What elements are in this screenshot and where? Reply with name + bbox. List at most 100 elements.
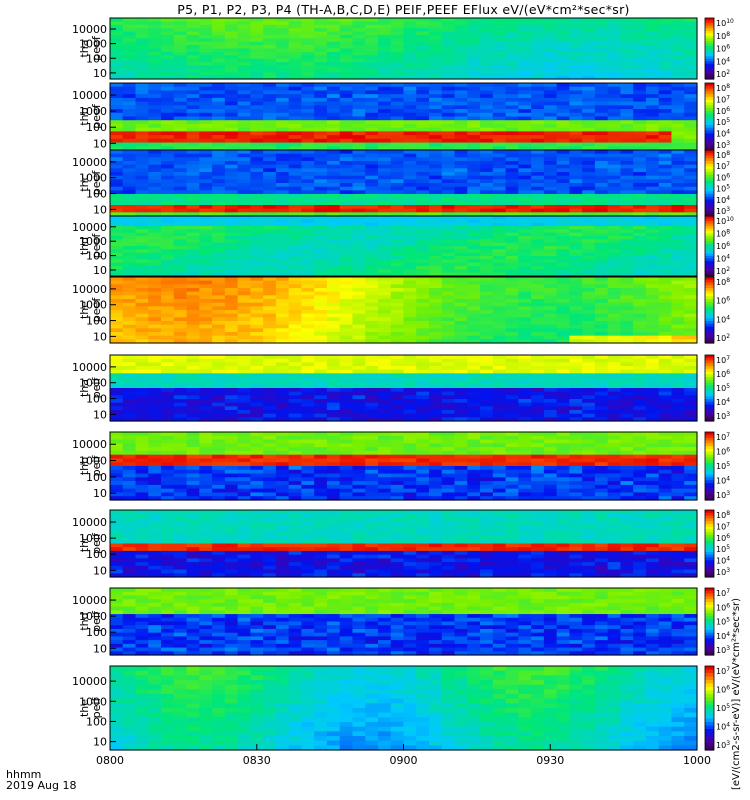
panel-thb-peif: 10 100 1000 10000 thb peif 107 106 105 104 103: [72, 431, 730, 501]
colorbar-tick-label: 102: [716, 266, 730, 276]
colorbar-tick-label: 104: [716, 631, 730, 641]
y-tick-label: 100: [86, 188, 107, 201]
panel-label-probe: thc: [78, 174, 91, 191]
colorbar-tick-label: 104: [716, 254, 730, 264]
y-tick-label: 10000: [72, 221, 107, 234]
panel-label: thc peef: [78, 170, 103, 196]
panel-label: tha peef: [78, 35, 103, 61]
y-tick-label: 1000: [79, 38, 107, 51]
panel-frame: [109, 17, 698, 80]
colorbar: 107 106 105 104 103: [704, 354, 730, 422]
colorbar-tick-label: 104: [716, 129, 730, 139]
y-tick-label: 10000: [72, 516, 107, 529]
colorbar-tick-label: 106: [716, 533, 730, 543]
y-tick-label: 100: [86, 548, 107, 561]
colorbar-tick-label: 107: [716, 588, 730, 598]
y-tick-label: 1000: [79, 235, 107, 248]
colorbar-tick-label: 104: [716, 314, 730, 324]
panel-label-probe: thd: [78, 237, 91, 255]
colorbar-tick-label: 105: [716, 461, 730, 471]
colorbar-unit-label: [eV/(cm2-s-sr-eV)] eV/(eV*cm²*sec*sr): [731, 597, 742, 790]
colorbar-tick-label: 106: [716, 296, 730, 306]
colorbar-tick-label: 104: [716, 556, 730, 566]
colorbar-tick-label: 104: [716, 476, 730, 486]
colorbar-tick-label: 106: [716, 447, 730, 457]
panel-the-peif: 10 100 1000 10000 the peif 107 106 105 104 103: [72, 665, 730, 751]
colorbar-tick-label: 104: [716, 195, 730, 205]
y-tick-label: 10: [93, 203, 107, 216]
colorbar-tick-label: 107: [716, 94, 730, 104]
panel-label-probe: the: [78, 301, 91, 319]
panel-label-product: peif: [90, 697, 103, 719]
colorbar-tick-label: 106: [716, 241, 730, 251]
colorbar-tick-label: 105: [716, 117, 730, 127]
y-tick-label: 100: [86, 121, 107, 134]
colorbar-tick-label: 102: [716, 69, 730, 79]
x-tick-label: 0930: [536, 754, 564, 767]
colorbar-tick-label: 103: [716, 490, 730, 500]
panel-label-product: peef: [90, 233, 103, 259]
y-tick-label: 10: [93, 137, 107, 150]
y-tick-label: 1000: [79, 695, 107, 708]
y-tick-label: 100: [86, 250, 107, 263]
panel-frame: [109, 354, 698, 422]
colorbar-tick-label: 103: [716, 411, 730, 421]
panel-label-product: peif: [90, 455, 103, 477]
panel-frame: [109, 509, 698, 578]
y-tick-label: 1000: [79, 610, 107, 623]
colorbar-tick-label: 105: [716, 617, 730, 627]
colorbar-tick-label: 102: [716, 333, 730, 343]
y-tick-label: 100: [86, 626, 107, 639]
colorbar-tick-label: 104: [716, 722, 730, 732]
colorbar-tick-label: 106: [716, 106, 730, 116]
chart-title: P5, P1, P2, P3, P4 (TH-A,B,C,D,E) PEIF,P…: [177, 2, 630, 17]
colorbar-tick-label: 108: [716, 150, 730, 160]
colorbar-tick-label: 105: [716, 703, 730, 713]
colorbar-tick-label: 106: [716, 172, 730, 182]
y-tick-label: 10: [93, 564, 107, 577]
panel-label-probe: thb: [78, 457, 91, 475]
time-format-label: hhmm: [6, 768, 42, 781]
panel-label-product: peef: [90, 35, 103, 61]
colorbar: 1010 108 106 104 102: [704, 215, 734, 277]
colorbar-tick-label: 1010: [716, 216, 734, 226]
colorbar-tick-label: 105: [716, 544, 730, 554]
panel-label: tha peif: [78, 377, 103, 399]
panel-label-product: peef: [90, 103, 103, 129]
panel-tha-peif: 10 100 1000 10000 tha peif 107 106 105 104 103: [72, 354, 730, 422]
panel-label-product: peif: [90, 610, 103, 632]
panel-label-probe: tha: [78, 39, 91, 57]
panel-frame: [109, 587, 698, 656]
x-tick-label: 1000: [683, 754, 711, 767]
y-tick-label: 1000: [79, 455, 107, 468]
date-label: 2019 Aug 18: [6, 779, 77, 792]
colorbar-tick-label: 106: [716, 44, 730, 54]
x-tick-label: 0900: [390, 754, 418, 767]
colorbar-tick-label: 106: [716, 602, 730, 612]
y-tick-label: 10: [93, 487, 107, 500]
panel-frame: [109, 276, 698, 344]
panel-label: thd peif: [78, 610, 103, 632]
y-tick-label: 10000: [72, 438, 107, 451]
panel-label-product: peif: [90, 377, 103, 399]
colorbar-tick-label: 106: [716, 685, 730, 695]
colorbar: 108 106 104 102: [704, 276, 730, 344]
y-tick-label: 10000: [72, 675, 107, 688]
colorbar-tick-label: 107: [716, 432, 730, 442]
x-tick-label: 0800: [96, 754, 124, 767]
colorbar: 107 106 105 104 103: [704, 431, 730, 501]
y-tick-label: 1000: [79, 299, 107, 312]
colorbar: 107 106 105 104 103: [704, 665, 730, 751]
y-tick-label: 100: [86, 315, 107, 328]
y-tick-label: 1000: [79, 532, 107, 545]
colorbar-tick-label: 103: [716, 206, 730, 216]
colorbar-tick-label: 107: [716, 521, 730, 531]
y-tick-label: 1000: [79, 105, 107, 118]
